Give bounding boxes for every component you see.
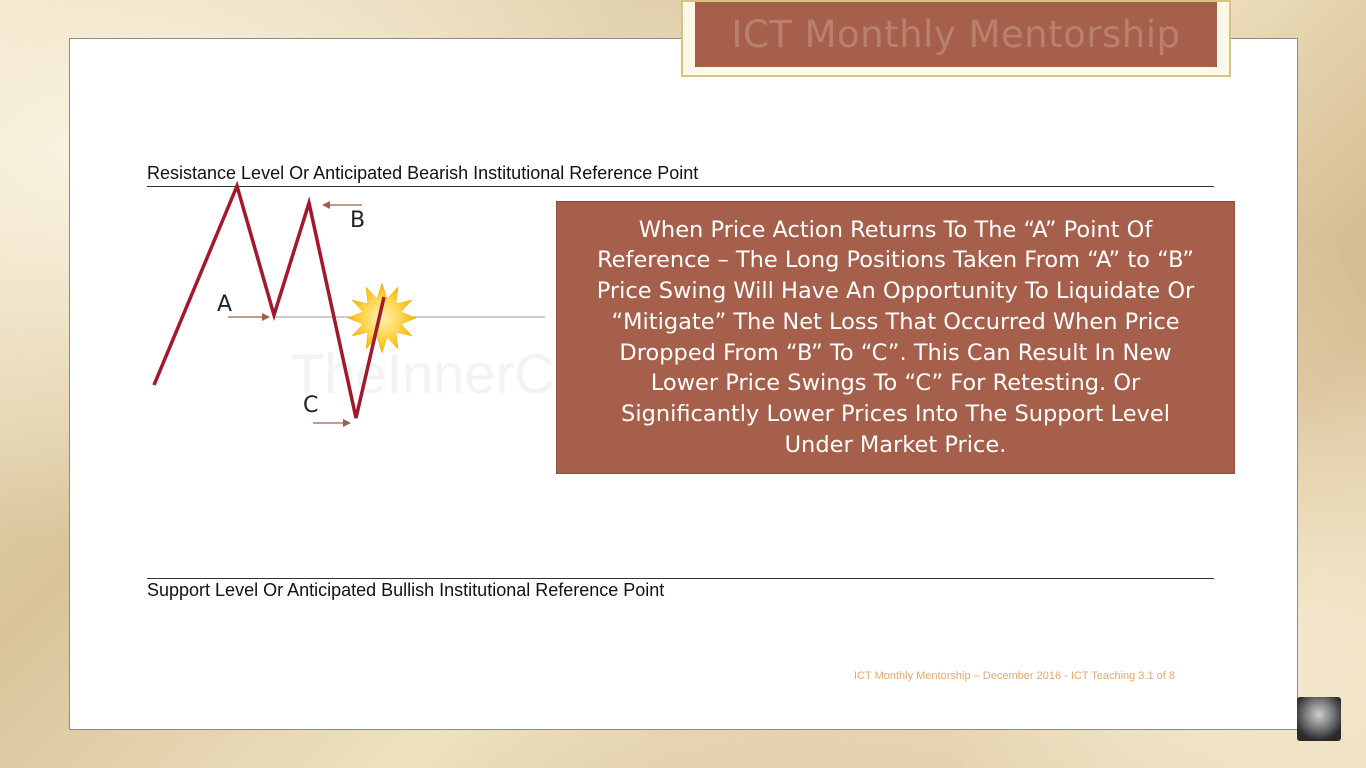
title-banner-fill: ICT Monthly Mentorship bbox=[695, 2, 1217, 67]
resistance-line bbox=[147, 186, 1214, 187]
footer-caption: ICT Monthly Mentorship – December 2016 -… bbox=[854, 670, 1175, 682]
watermark: TheInnerCircle bbox=[290, 342, 560, 405]
explanation-line: Significantly Lower Prices Into The Supp… bbox=[621, 400, 1170, 427]
b-arrow-head bbox=[322, 201, 330, 209]
support-label: Support Level Or Anticipated Bullish Ins… bbox=[147, 580, 665, 600]
explanation-line: Reference – The Long Positions Taken Fro… bbox=[597, 247, 1194, 274]
explanation-box: When Price Action Returns To The “A” Poi… bbox=[556, 201, 1235, 474]
explanation-line: “Mitigate” The Net Loss That Occurred Wh… bbox=[611, 308, 1180, 335]
explanation-line: Lower Price Swings To “C” For Retesting.… bbox=[650, 370, 1141, 397]
support-line bbox=[147, 578, 1214, 579]
explanation-line: Price Swing Will Have An Opportunity To … bbox=[596, 278, 1195, 305]
explanation-line: Dropped From “B” To “C”. This Can Result… bbox=[619, 339, 1172, 366]
explanation-line: When Price Action Returns To The “A” Poi… bbox=[638, 216, 1153, 243]
resistance-label: Resistance Level Or Anticipated Bearish … bbox=[147, 163, 699, 183]
slide-title: ICT Monthly Mentorship bbox=[731, 13, 1181, 56]
point-b-label: B bbox=[350, 208, 366, 233]
price-path-line bbox=[152, 180, 386, 419]
a-arrow-head bbox=[262, 313, 270, 321]
point-c-label: C bbox=[303, 393, 319, 418]
explanation-line: Under Market Price. bbox=[784, 431, 1007, 458]
presenter-avatar bbox=[1297, 697, 1341, 741]
point-a-label: A bbox=[217, 292, 233, 317]
sunburst-icon bbox=[347, 282, 417, 354]
price-swing-diagram: TheInnerCircle A B C bbox=[140, 178, 657, 438]
explanation-text: When Price Action Returns To The “A” Poi… bbox=[566, 215, 1226, 461]
title-banner: ICT Monthly Mentorship bbox=[681, 0, 1231, 77]
c-arrow-head bbox=[343, 419, 351, 427]
